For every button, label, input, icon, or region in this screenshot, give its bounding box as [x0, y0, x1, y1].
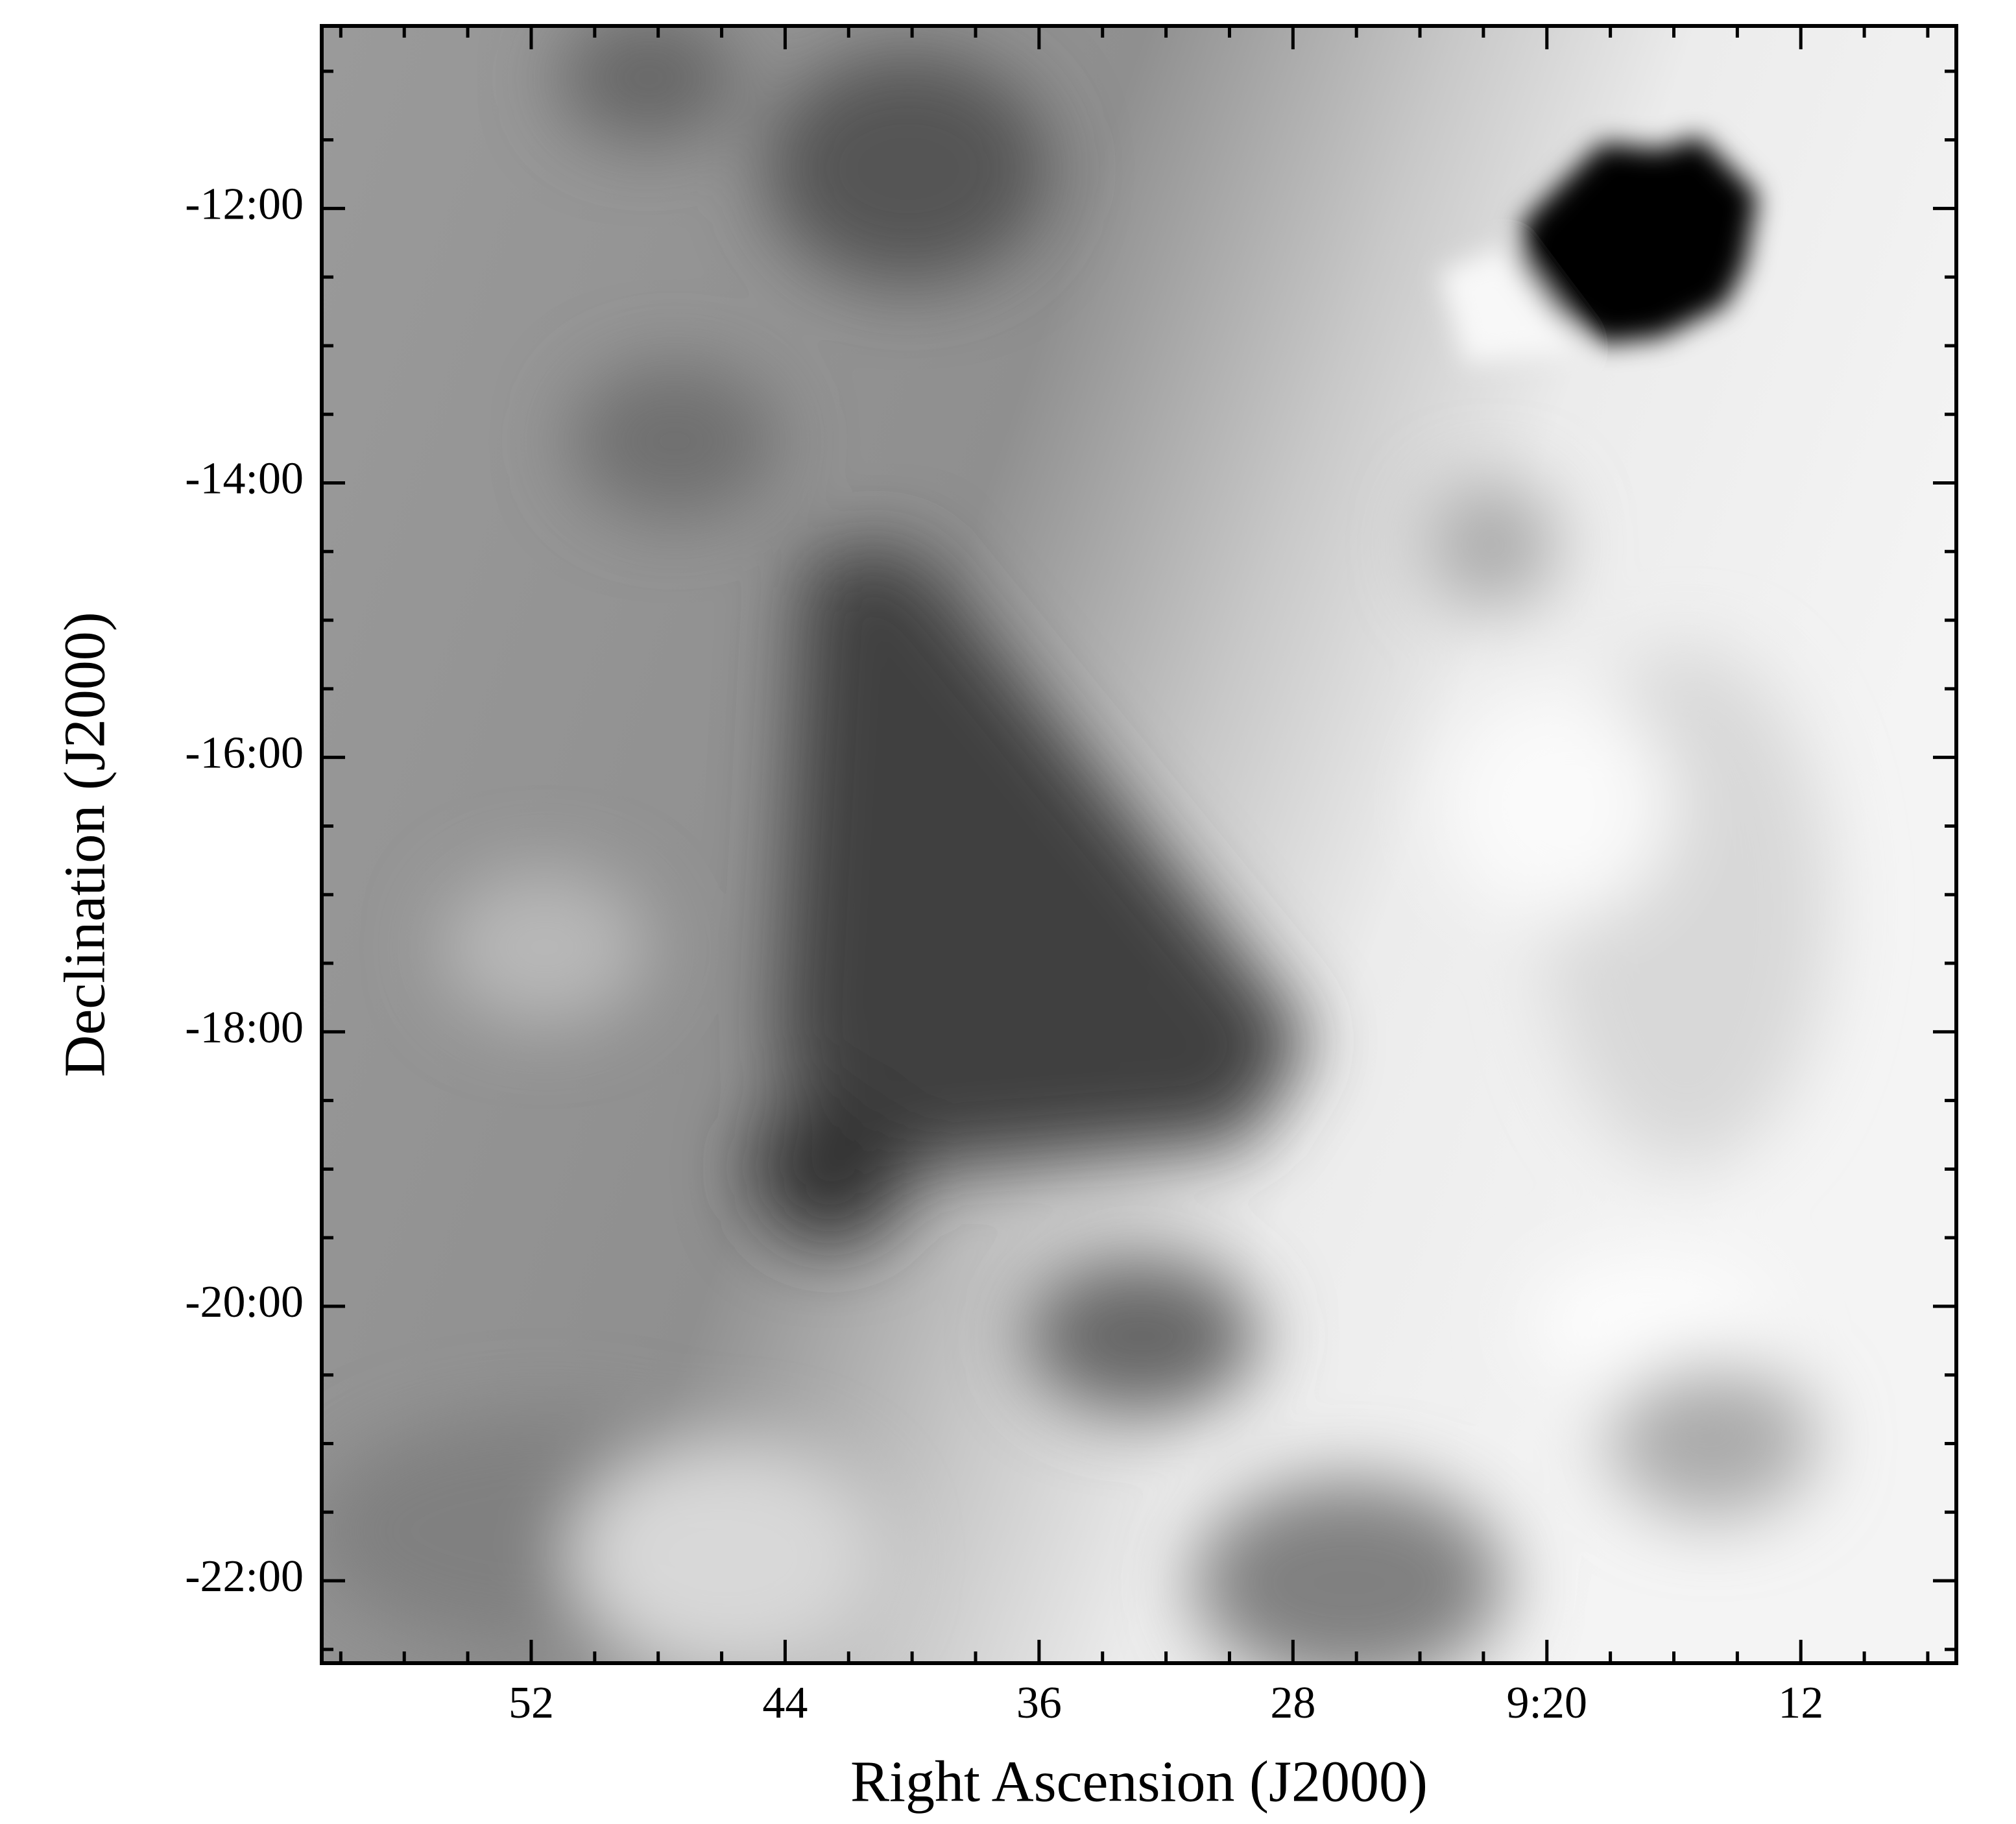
y-tick-label: -16:00: [185, 728, 304, 778]
x-axis-label: Right Ascension (J2000): [850, 1750, 1428, 1814]
x-tick-label: 9:20: [1507, 1678, 1587, 1728]
y-tick-label: -12:00: [185, 179, 304, 229]
x-tick-label: 36: [1016, 1678, 1062, 1728]
x-tick-label: 28: [1270, 1678, 1315, 1728]
y-tick-label: -18:00: [185, 1003, 304, 1053]
y-tick-label: -22:00: [185, 1552, 304, 1602]
x-tick-label: 12: [1778, 1678, 1823, 1728]
x-tick-label: 52: [509, 1678, 554, 1728]
y-tick-label: -14:00: [185, 454, 304, 504]
sky-image: [322, 26, 1956, 1663]
y-axis-label: Declination (J2000): [53, 612, 117, 1077]
plot-frame: [320, 24, 1958, 1665]
y-tick-label: -20:00: [185, 1277, 304, 1327]
x-tick-label: 44: [762, 1678, 808, 1728]
